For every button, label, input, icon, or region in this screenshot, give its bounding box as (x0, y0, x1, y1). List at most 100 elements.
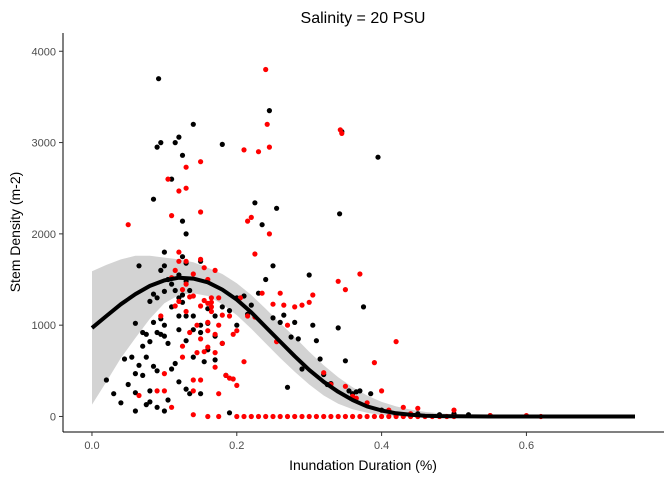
red-data-point (187, 329, 193, 336)
black-data-point (172, 287, 178, 294)
black-data-point (169, 176, 175, 182)
red-data-point (248, 413, 254, 420)
red-data-point (277, 290, 283, 296)
red-data-point (208, 299, 214, 305)
red-data-point (161, 371, 167, 377)
black-data-point (226, 308, 233, 314)
black-data-point (161, 288, 167, 294)
y-tick-label: 1000 (32, 320, 56, 332)
red-data-point (393, 339, 399, 345)
red-data-point (183, 185, 189, 191)
black-data-point (190, 121, 196, 127)
black-data-point (169, 281, 175, 287)
red-data-point (205, 328, 211, 334)
black-data-point (299, 366, 305, 372)
black-data-point (156, 76, 162, 82)
red-data-point (198, 303, 204, 309)
red-data-point (212, 364, 218, 370)
red-data-point (263, 66, 269, 73)
red-data-point (241, 413, 247, 420)
red-data-point (379, 388, 385, 394)
red-data-point (190, 293, 196, 299)
red-data-point (292, 304, 298, 310)
black-data-point (368, 391, 374, 397)
black-data-point (154, 404, 160, 410)
black-data-point (150, 363, 157, 369)
black-data-point (266, 108, 272, 114)
black-data-point (121, 356, 128, 362)
black-data-point (375, 154, 381, 160)
red-data-point (234, 328, 240, 334)
red-data-point (310, 292, 316, 298)
black-data-point (136, 263, 142, 269)
black-data-point (111, 391, 117, 397)
red-data-point (357, 271, 363, 277)
black-data-point (161, 333, 167, 339)
black-data-point (161, 408, 167, 414)
red-data-point (198, 377, 204, 383)
black-data-point (342, 358, 348, 364)
red-data-point (342, 383, 348, 389)
black-data-point (143, 331, 149, 337)
red-data-point (169, 404, 175, 410)
y-tick-label: 3000 (32, 138, 56, 150)
black-data-point (255, 290, 262, 296)
black-data-point (274, 205, 280, 211)
black-data-point (140, 372, 146, 378)
red-data-point (364, 413, 370, 420)
red-data-point (190, 388, 196, 394)
red-data-point (255, 413, 262, 420)
red-data-point (335, 278, 341, 284)
x-tick-label: 0.2 (229, 440, 244, 452)
red-data-point (328, 413, 334, 420)
red-data-point (201, 349, 207, 355)
black-data-point (165, 397, 171, 403)
red-data-point (198, 256, 204, 262)
black-data-point (183, 386, 189, 392)
black-data-point (150, 291, 157, 297)
red-data-point (299, 413, 305, 420)
red-data-point (172, 267, 178, 273)
black-data-point (179, 152, 186, 158)
red-data-point (161, 388, 167, 394)
confidence-band-layer (92, 255, 635, 417)
red-data-point (234, 382, 240, 388)
black-data-point (132, 320, 138, 326)
black-data-point (270, 263, 276, 269)
black-data-point (259, 222, 265, 228)
x-tick-label: 0.4 (374, 440, 389, 452)
red-data-point (306, 413, 312, 420)
black-data-point (219, 141, 225, 147)
black-data-point (154, 144, 160, 150)
black-data-point (136, 362, 142, 368)
y-axis-title: Stem Density (m-2) (7, 172, 23, 293)
black-data-point (346, 388, 352, 394)
black-data-point (154, 368, 160, 374)
black-data-point (360, 304, 367, 310)
black-data-point (158, 140, 164, 146)
red-data-point (198, 159, 204, 165)
red-data-point (223, 372, 229, 378)
red-data-point (400, 404, 406, 410)
red-data-point (165, 176, 171, 182)
red-data-point (176, 188, 182, 194)
red-data-point (284, 413, 291, 420)
black-data-point (335, 325, 341, 331)
fit-line (90, 275, 635, 419)
black-data-point (198, 322, 204, 328)
red-data-point (216, 322, 222, 328)
red-data-point (415, 405, 421, 411)
red-data-point (284, 322, 291, 328)
black-data-point (234, 322, 240, 328)
black-data-point (118, 400, 124, 406)
red-data-point (212, 267, 218, 273)
black-data-point (176, 313, 182, 319)
red-data-point (194, 322, 200, 328)
black-data-point (169, 366, 175, 372)
black-data-point (161, 322, 167, 328)
black-data-point (154, 295, 160, 301)
black-data-point (147, 388, 153, 394)
y-tick-label: 0 (50, 411, 56, 423)
black-data-point (176, 379, 182, 385)
